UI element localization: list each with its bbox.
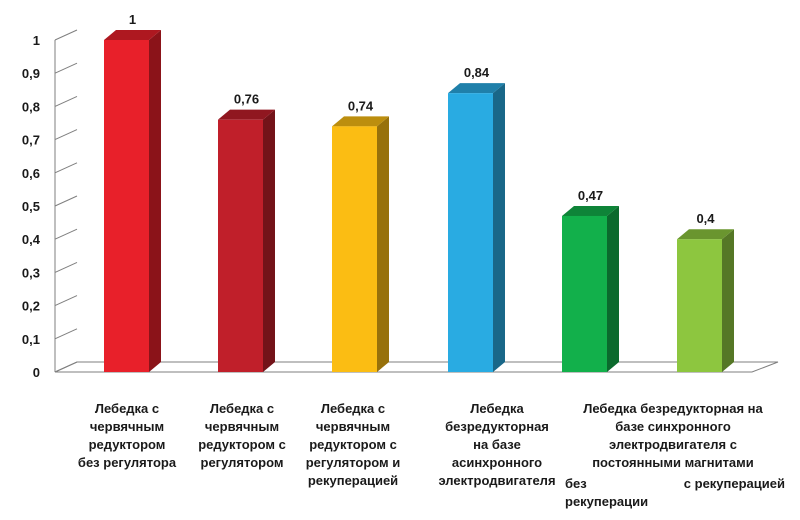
y-tick-label: 0,5: [22, 199, 40, 214]
group-label-synchronous: Лебедка безредукторная на базе синхронно…: [583, 401, 763, 470]
y-tick-label: 0,7: [22, 133, 40, 148]
bar-front-face: [104, 40, 149, 372]
category-label-2: Лебедка с червячным редуктором с регулят…: [198, 401, 286, 470]
sub-label-with-recuperation: с рекуперацией: [683, 476, 785, 491]
bar-side-face: [149, 30, 161, 372]
y-tick-mark: [54, 328, 78, 340]
bar-top-face: [218, 109, 275, 120]
bar-2: [218, 109, 275, 373]
bar-side-face: [607, 205, 619, 372]
y-tick-mark: [54, 361, 78, 373]
y-tick-mark: [54, 261, 78, 273]
bar-top-face: [332, 116, 389, 127]
chart-floor: [54, 361, 779, 373]
bar-front-face: [562, 215, 607, 372]
category-label-1: Лебедка с червячным редуктором без регул…: [77, 401, 177, 470]
y-tick-mark: [54, 195, 78, 207]
bar-5: [562, 205, 619, 372]
y-tick-mark: [54, 29, 78, 41]
bar-top-face: [104, 30, 161, 40]
y-tick-label: 0,9: [22, 66, 40, 81]
y-tick-label: 1: [33, 33, 40, 48]
y-tick-label: 0,8: [22, 99, 40, 114]
y-tick-mark: [54, 62, 78, 74]
bar-4: [448, 83, 505, 373]
bar-side-face: [377, 116, 389, 372]
y-tick-label: 0,6: [22, 166, 40, 181]
y-tick-label: 0,1: [22, 332, 40, 347]
data-label-5: 0,47: [578, 188, 603, 203]
y-tick-label: 0,4: [22, 232, 41, 247]
y-axis: 0 0,1 0,2 0,3 0,4 0,5 0,6 0,7 0,8 0,9 1: [22, 29, 779, 380]
data-labels: 1 0,76 0,74 0,84 0,47 0,4: [129, 12, 715, 226]
bar-1: [104, 30, 161, 372]
y-tick-label: 0,2: [22, 299, 40, 314]
y-tick-mark: [54, 228, 78, 240]
bar-front-face: [332, 126, 377, 372]
bar-side-face: [493, 83, 505, 373]
bar-6: [677, 229, 734, 372]
y-tick-mark: [54, 295, 78, 307]
y-tick-label: 0,3: [22, 265, 40, 280]
bar-front-face: [448, 93, 493, 373]
bar-3: [332, 116, 389, 372]
bar-front-face: [677, 239, 722, 372]
bar-front-face: [218, 119, 263, 373]
data-label-2: 0,76: [234, 92, 259, 107]
bar-top-face: [562, 205, 619, 216]
sub-label-without-recuperation: без рекуперации: [565, 476, 649, 509]
bar-side-face: [263, 109, 275, 373]
category-label-4: Лебедка безредукторная на базе асинхронн…: [438, 401, 556, 488]
category-label-3: Лебедка с червячным редуктором с регулят…: [305, 401, 401, 488]
data-label-4: 0,84: [464, 65, 490, 80]
y-tick-mark: [54, 129, 78, 141]
bars: [104, 30, 734, 373]
data-label-3: 0,74: [348, 98, 374, 113]
y-tick-mark: [54, 162, 78, 174]
bar-side-face: [722, 229, 734, 372]
bar-top-face: [448, 83, 505, 94]
bar-top-face: [677, 229, 734, 240]
data-label-6: 0,4: [696, 211, 715, 226]
y-tick-label: 0: [33, 365, 40, 380]
data-label-1: 1: [129, 12, 136, 27]
y-tick-mark: [54, 95, 78, 107]
